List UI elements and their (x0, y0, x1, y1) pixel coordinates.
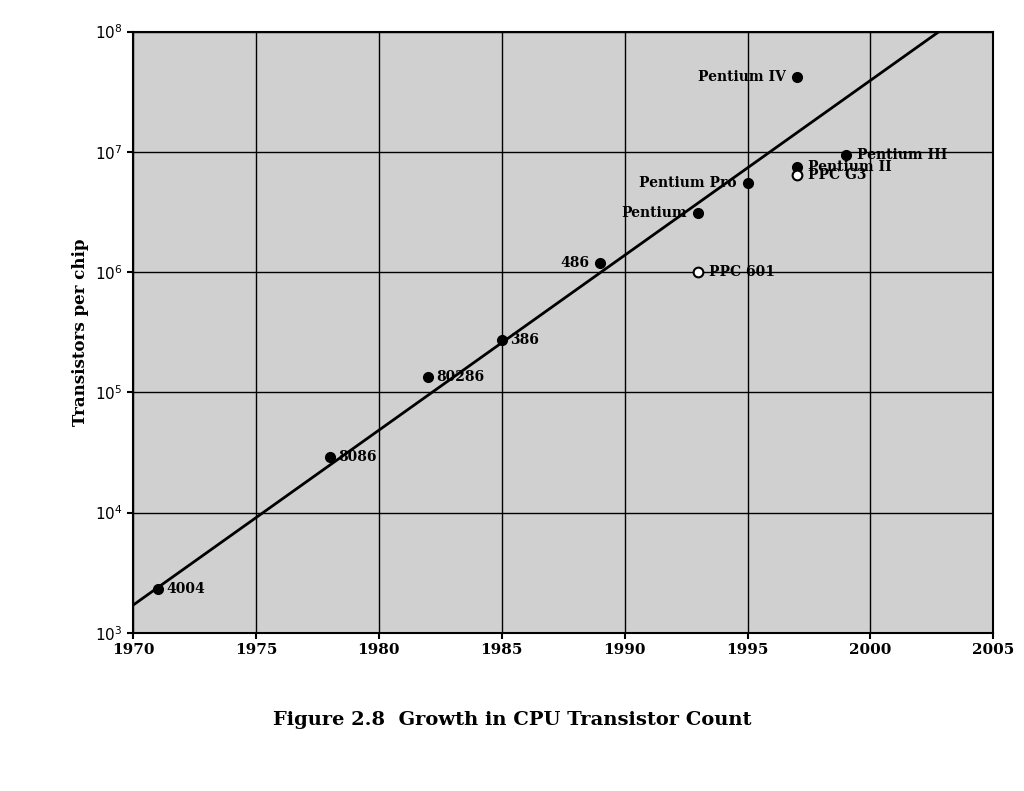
Y-axis label: Transistors per chip: Transistors per chip (73, 238, 89, 426)
Text: PPC 601: PPC 601 (710, 265, 775, 279)
Text: 8086: 8086 (338, 450, 377, 464)
Text: Pentium IV: Pentium IV (697, 70, 785, 84)
Text: 80286: 80286 (436, 370, 484, 384)
Text: 486: 486 (560, 255, 589, 270)
Text: Pentium II: Pentium II (808, 160, 892, 174)
Text: Figure 2.8  Growth in CPU Transistor Count: Figure 2.8 Growth in CPU Transistor Coun… (272, 711, 752, 729)
Text: 4004: 4004 (166, 582, 205, 596)
Text: Pentium Pro: Pentium Pro (639, 176, 736, 190)
Text: Pentium: Pentium (622, 206, 687, 220)
Text: PPC G3: PPC G3 (808, 168, 866, 182)
Text: Pentium III: Pentium III (857, 148, 947, 161)
Text: 386: 386 (510, 332, 539, 346)
